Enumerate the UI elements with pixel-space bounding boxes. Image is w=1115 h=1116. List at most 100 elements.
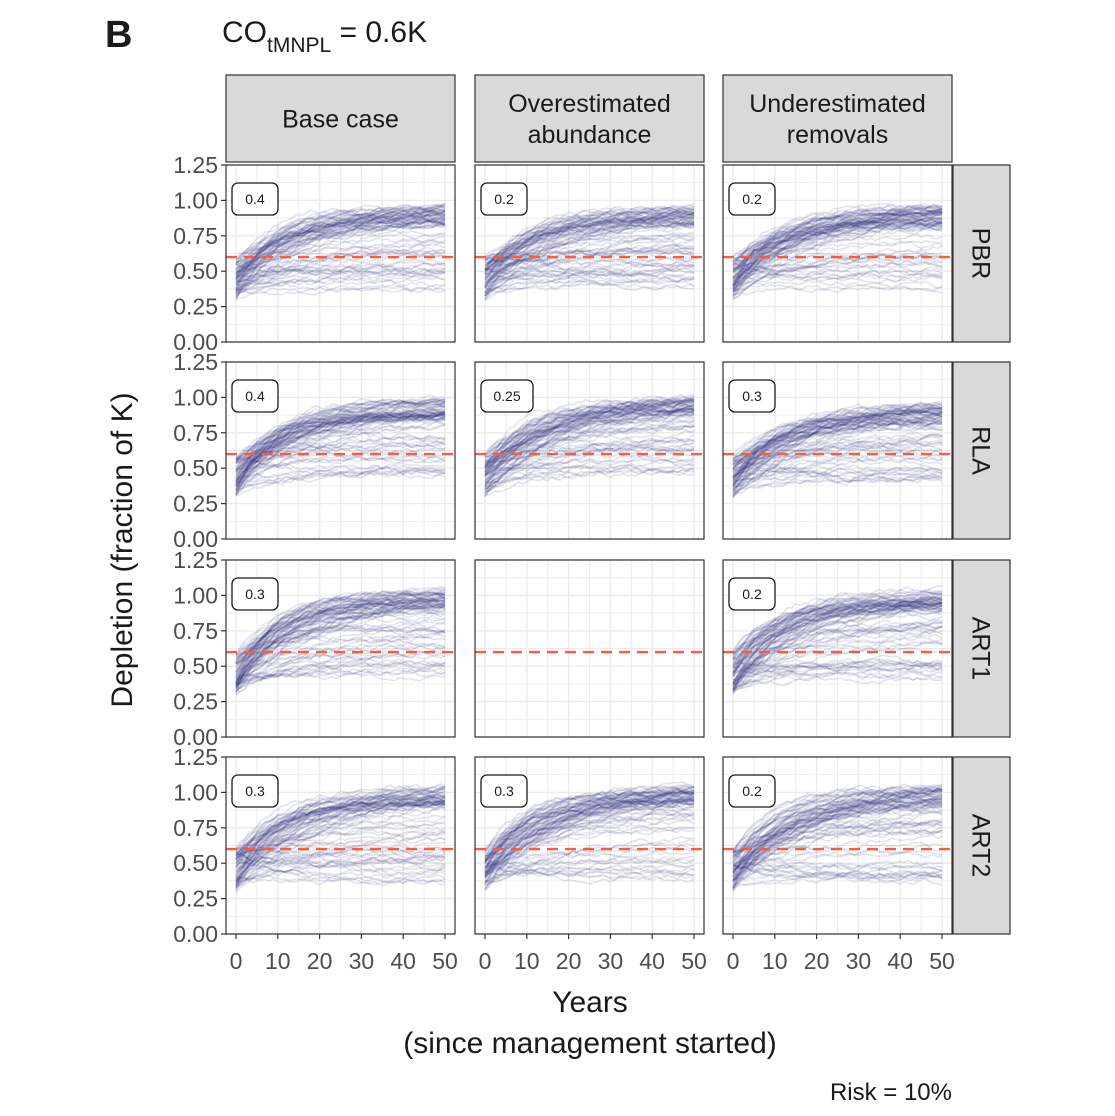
trajectory-line [235,605,446,688]
trajectory-line [484,216,695,289]
trajectory-line [235,204,446,287]
trajectory-line [235,626,446,664]
trajectory-group [484,781,695,892]
trajectory-line [484,256,695,297]
trajectory-line [235,663,446,686]
trajectory-line [732,453,943,483]
x-tick-label: 50 [929,948,955,974]
trajectory-line [732,865,943,886]
trajectory-line [484,401,695,473]
panel-border [722,361,953,540]
y-tick-label: 0.75 [173,618,218,644]
trajectory-line [484,212,695,267]
trajectory-line [235,669,446,680]
trajectory-line [484,410,695,456]
trajectory-line [484,221,695,281]
trajectory-line [732,609,943,684]
trajectory-line [732,213,943,297]
trajectory-line [732,800,943,890]
trajectory-line [732,413,943,465]
y-tick-label: 1.25 [173,152,218,178]
trajectory-line [484,247,695,288]
trajectory-line [732,665,943,676]
trajectory-line [235,455,446,480]
trajectory-line [235,599,446,685]
trajectory-line [732,602,943,677]
trajectory-line [235,607,446,656]
trajectory-line [484,800,695,857]
column-strip-label: abundance [528,121,652,149]
trajectory-line [236,830,446,857]
trajectory-line [235,411,446,478]
trajectory-line [732,660,943,669]
trajectory-line [235,218,446,271]
trajectory-line [484,407,694,486]
trajectory-line [732,851,943,880]
trajectory-line [235,207,446,275]
trajectory-line [484,804,695,861]
trajectory-line [484,787,695,877]
chart-title: COtMNPL = 0.6K [222,16,427,57]
trajectory-line [235,214,446,266]
trajectory-line [732,400,943,487]
trajectory-line [235,672,446,682]
trajectory-line [235,601,446,680]
trajectory-group [235,585,446,696]
trajectory-line [732,217,943,293]
facet-panel: 0.3 [474,756,705,935]
trajectory-line [732,214,943,278]
trajectory-line [732,658,943,672]
trajectory-line [235,437,446,496]
trajectory-line [235,407,446,478]
trajectory-line [484,790,695,852]
trajectory-line [235,586,446,676]
trajectory-line [732,219,943,257]
trajectory-line [235,625,446,657]
trajectory-line [484,800,695,862]
trajectory-line [484,464,695,488]
trajectory-line [235,595,446,656]
trajectory-line [235,210,446,275]
trajectory-line [732,205,943,280]
trajectory-line [235,788,446,887]
trajectory-line [484,442,695,476]
trajectory-line [235,410,446,479]
trajectory-line [732,459,943,479]
trajectory-line [235,212,446,298]
trajectory-line [732,601,943,675]
trajectory-line [732,211,943,289]
trajectory-line [235,394,446,480]
risk-badge-label: 0.4 [245,388,265,404]
trajectory-line [484,437,695,462]
trajectory-line [235,798,446,862]
trajectory-line [732,810,943,857]
trajectory-line [484,244,695,271]
trajectory-line [732,610,943,670]
trajectory-line [484,215,695,284]
trajectory-line [235,409,446,461]
trajectory-line [732,218,943,264]
trajectory-line [484,456,695,481]
trajectory-line [235,853,446,869]
trajectory-line [484,398,695,462]
trajectory-line [732,436,943,493]
trajectory-line [235,799,446,857]
trajectory-line [732,219,943,281]
risk-badge-label: 0.2 [742,586,762,602]
trajectory-line [235,598,446,659]
trajectory-line [235,219,446,275]
trajectory-line [235,455,446,471]
trajectory-line [732,420,943,496]
risk-badge-label: 0.25 [493,388,520,404]
trajectory-line [484,427,695,485]
trajectory-line [484,397,695,478]
trajectory-line [732,787,943,867]
trajectory-line [235,795,446,883]
trajectory-line [732,415,943,474]
trajectory-line [732,209,943,280]
trajectory-line [484,268,695,283]
trajectory-line [235,835,446,855]
trajectory-line [235,597,446,684]
row-strip: RLA [952,361,1011,540]
trajectory-line [235,212,446,285]
